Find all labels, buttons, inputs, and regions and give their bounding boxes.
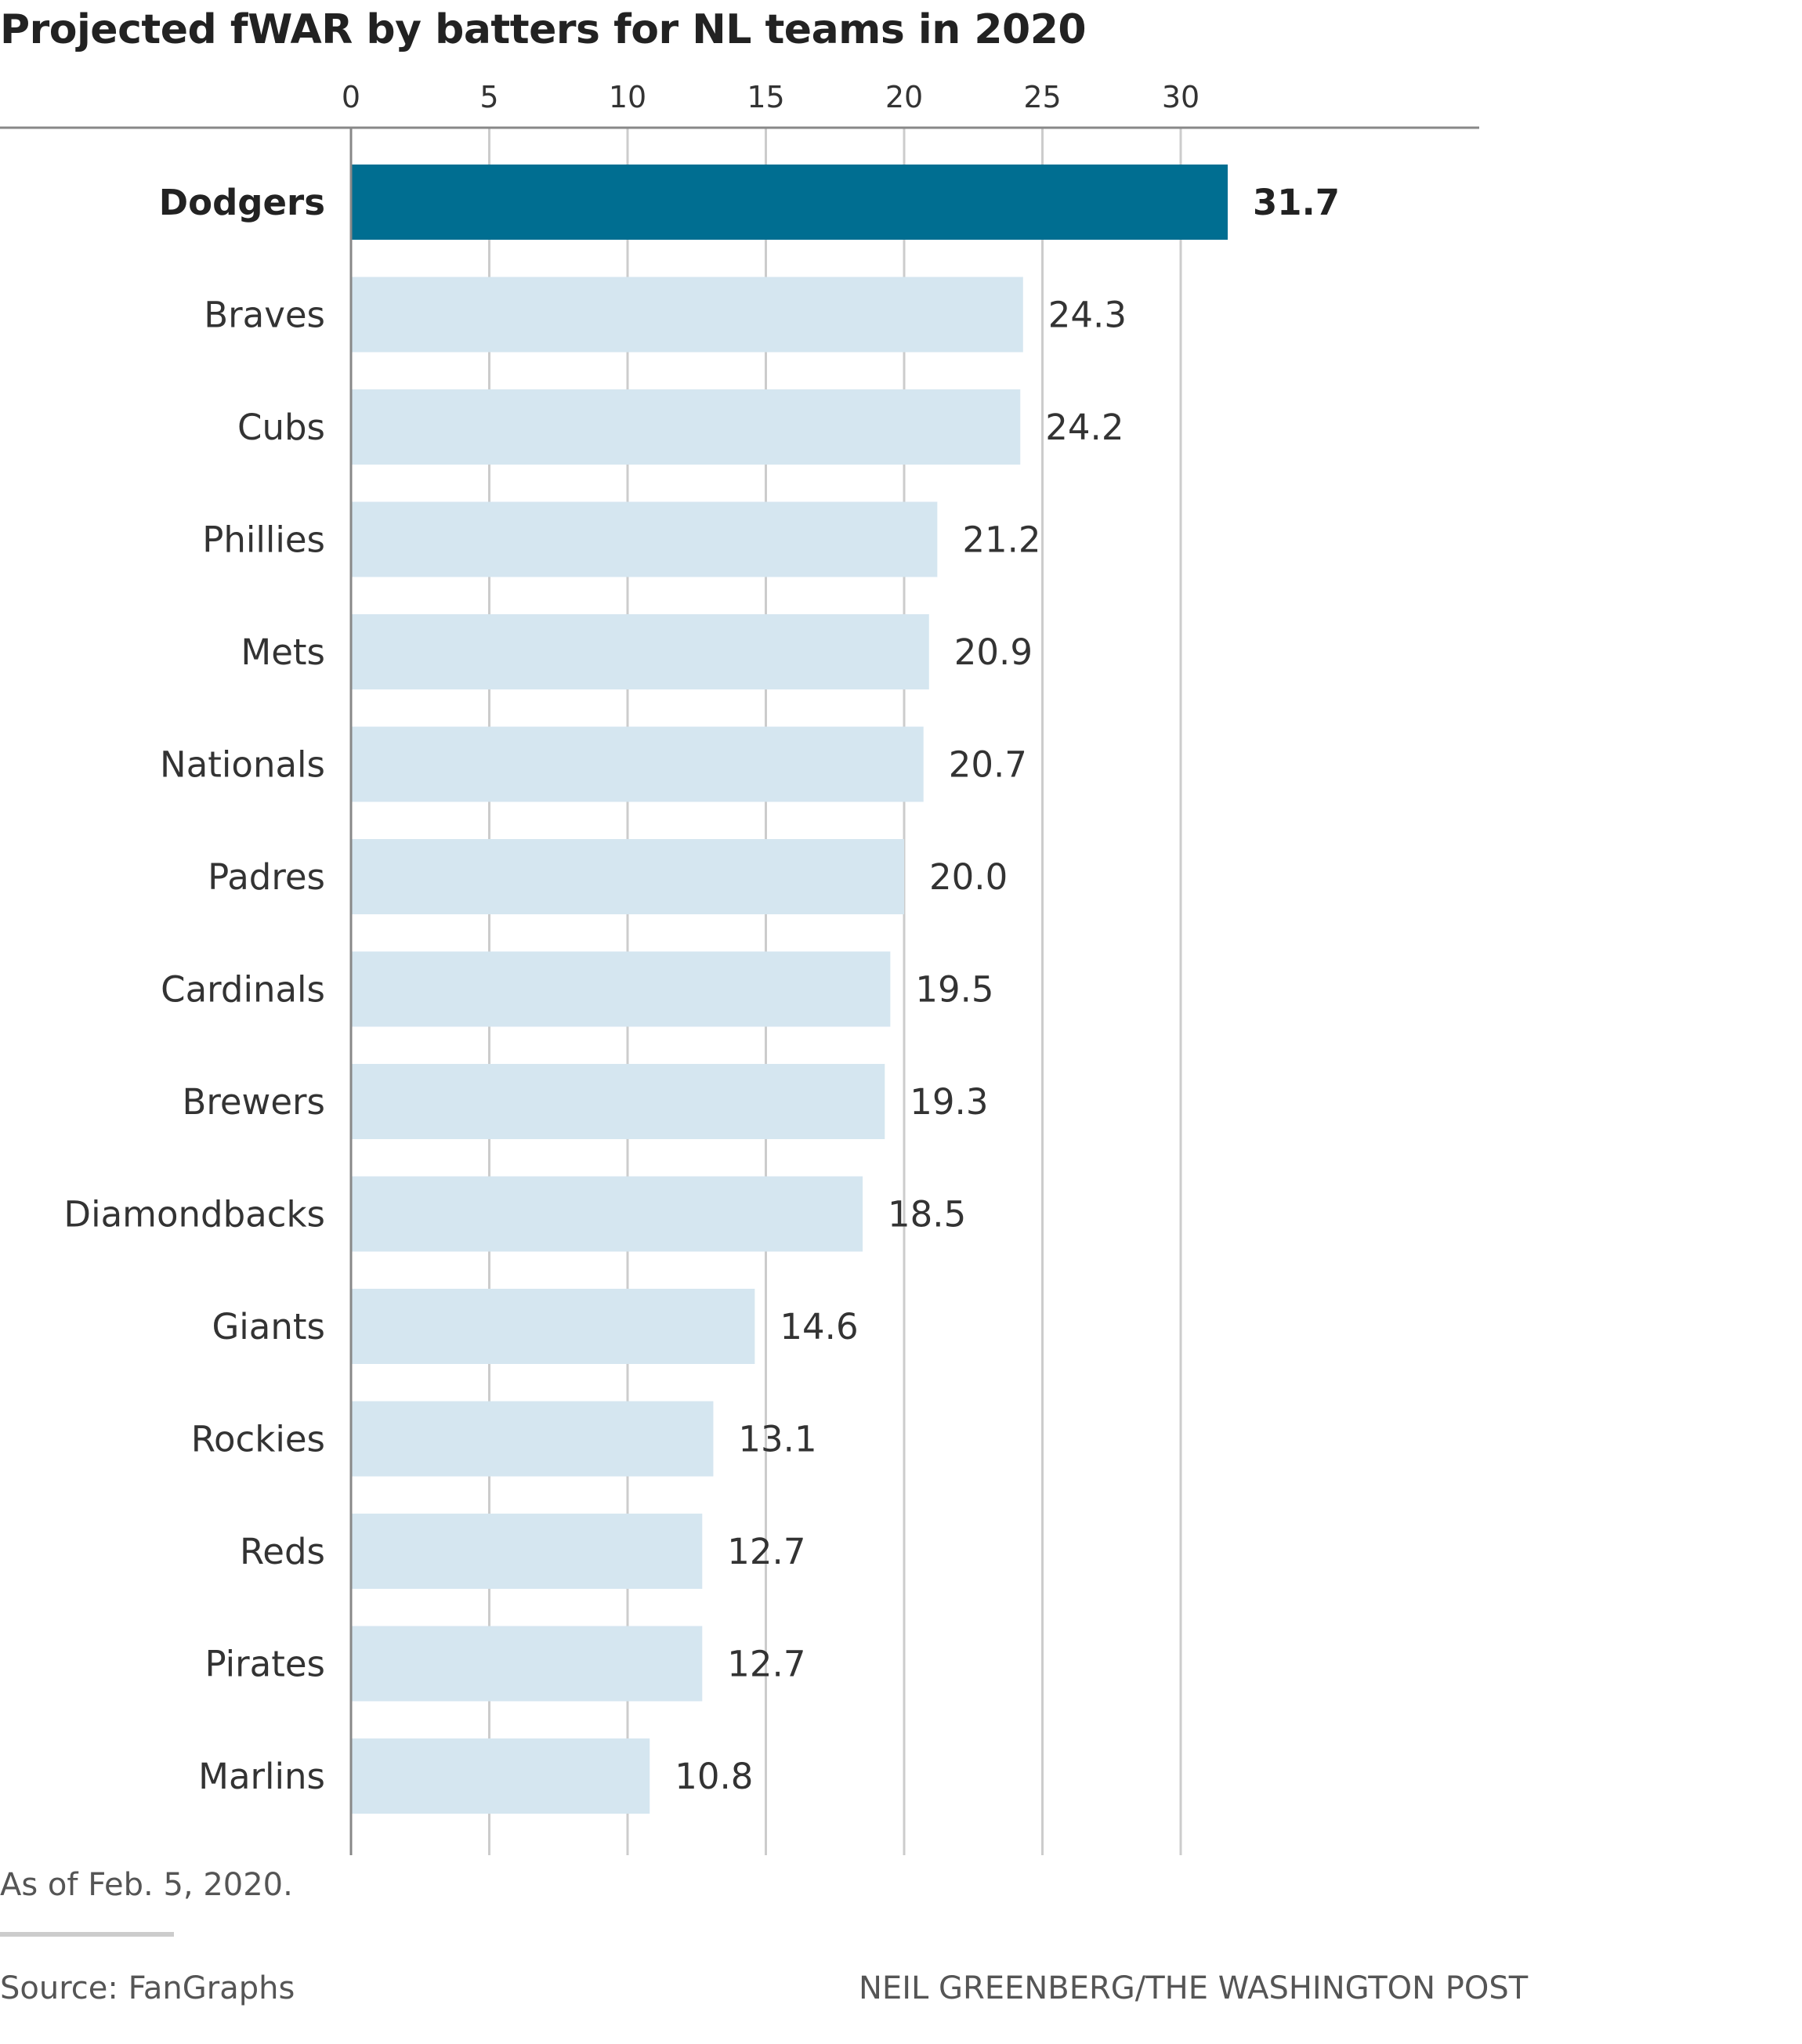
bar-reds <box>351 1514 703 1589</box>
category-label: Giants <box>212 1306 325 1348</box>
bar-giants <box>351 1289 755 1364</box>
bar-chart: 0 5 10 15 20 25 30 Dodgers 31.7 Braves 24.3 Cubs 24.… <box>0 80 1479 1855</box>
category-label: Rockies <box>191 1419 325 1460</box>
category-label: Brewers <box>182 1081 325 1123</box>
value-label: 10.8 <box>675 1756 753 1797</box>
x-tick-label: 15 <box>747 80 784 114</box>
value-label: 21.2 <box>962 519 1040 561</box>
bar-dodgers <box>351 165 1228 240</box>
x-tick-label: 30 <box>1162 80 1200 114</box>
category-label: Padres <box>208 856 325 898</box>
value-label: 24.3 <box>1048 295 1127 336</box>
value-label: 14.6 <box>780 1306 858 1348</box>
value-label: 20.9 <box>954 631 1033 673</box>
value-label: 24.2 <box>1045 407 1124 448</box>
x-tick-label: 10 <box>609 80 646 114</box>
category-label: Cubs <box>237 407 325 448</box>
credit-label: NEIL GREENBERG/THE WASHINGTON POST <box>859 1970 1529 2006</box>
category-label: Pirates <box>204 1644 325 1685</box>
bar-cardinals <box>351 951 891 1027</box>
category-label: Dodgers <box>159 182 325 223</box>
axes <box>0 126 1479 1855</box>
bar-phillies <box>351 501 938 577</box>
value-label: 12.7 <box>727 1531 805 1572</box>
bar-padres <box>351 839 904 914</box>
value-label: 20.0 <box>929 856 1008 898</box>
value-label: 18.5 <box>888 1194 966 1235</box>
bar-nationals <box>351 726 924 802</box>
x-tick-label: 25 <box>1023 80 1061 114</box>
x-tick-label: 20 <box>885 80 923 114</box>
value-label: 19.5 <box>915 969 993 1011</box>
x-tick-label: 0 <box>342 80 360 114</box>
category-label: Phillies <box>202 519 325 561</box>
category-label: Marlins <box>198 1756 325 1797</box>
chart-note: As of Feb. 5, 2020. <box>0 1867 293 1903</box>
value-label: 19.3 <box>910 1081 988 1123</box>
footer-divider <box>0 1932 174 1937</box>
x-tick-label: 5 <box>479 80 498 114</box>
category-label: Braves <box>204 295 325 336</box>
category-label: Diamondbacks <box>63 1194 325 1235</box>
value-label: 31.7 <box>1253 182 1340 223</box>
source-label: Source: FanGraphs <box>0 1970 295 2006</box>
bar-cubs <box>351 389 1021 465</box>
value-label: 13.1 <box>738 1419 816 1460</box>
bar-diamondbacks <box>351 1176 863 1252</box>
labels: 0 5 10 15 20 25 30 Dodgers 31.7 Braves 24.3 Cubs 24.… <box>63 80 1340 1797</box>
bar-rockies <box>351 1401 714 1477</box>
value-label: 20.7 <box>949 744 1027 786</box>
chart-title: Projected fWAR by batters for NL teams i… <box>0 6 1087 53</box>
value-label: 12.7 <box>727 1644 805 1685</box>
bar-marlins <box>351 1738 650 1814</box>
bar-mets <box>351 614 929 689</box>
bar-braves <box>351 277 1023 353</box>
category-label: Nationals <box>160 744 325 786</box>
bar-pirates <box>351 1626 703 1702</box>
category-label: Mets <box>241 631 325 673</box>
category-label: Cardinals <box>161 969 325 1011</box>
bar-brewers <box>351 1064 885 1139</box>
bars <box>351 165 1228 1814</box>
category-label: Reds <box>240 1531 325 1572</box>
